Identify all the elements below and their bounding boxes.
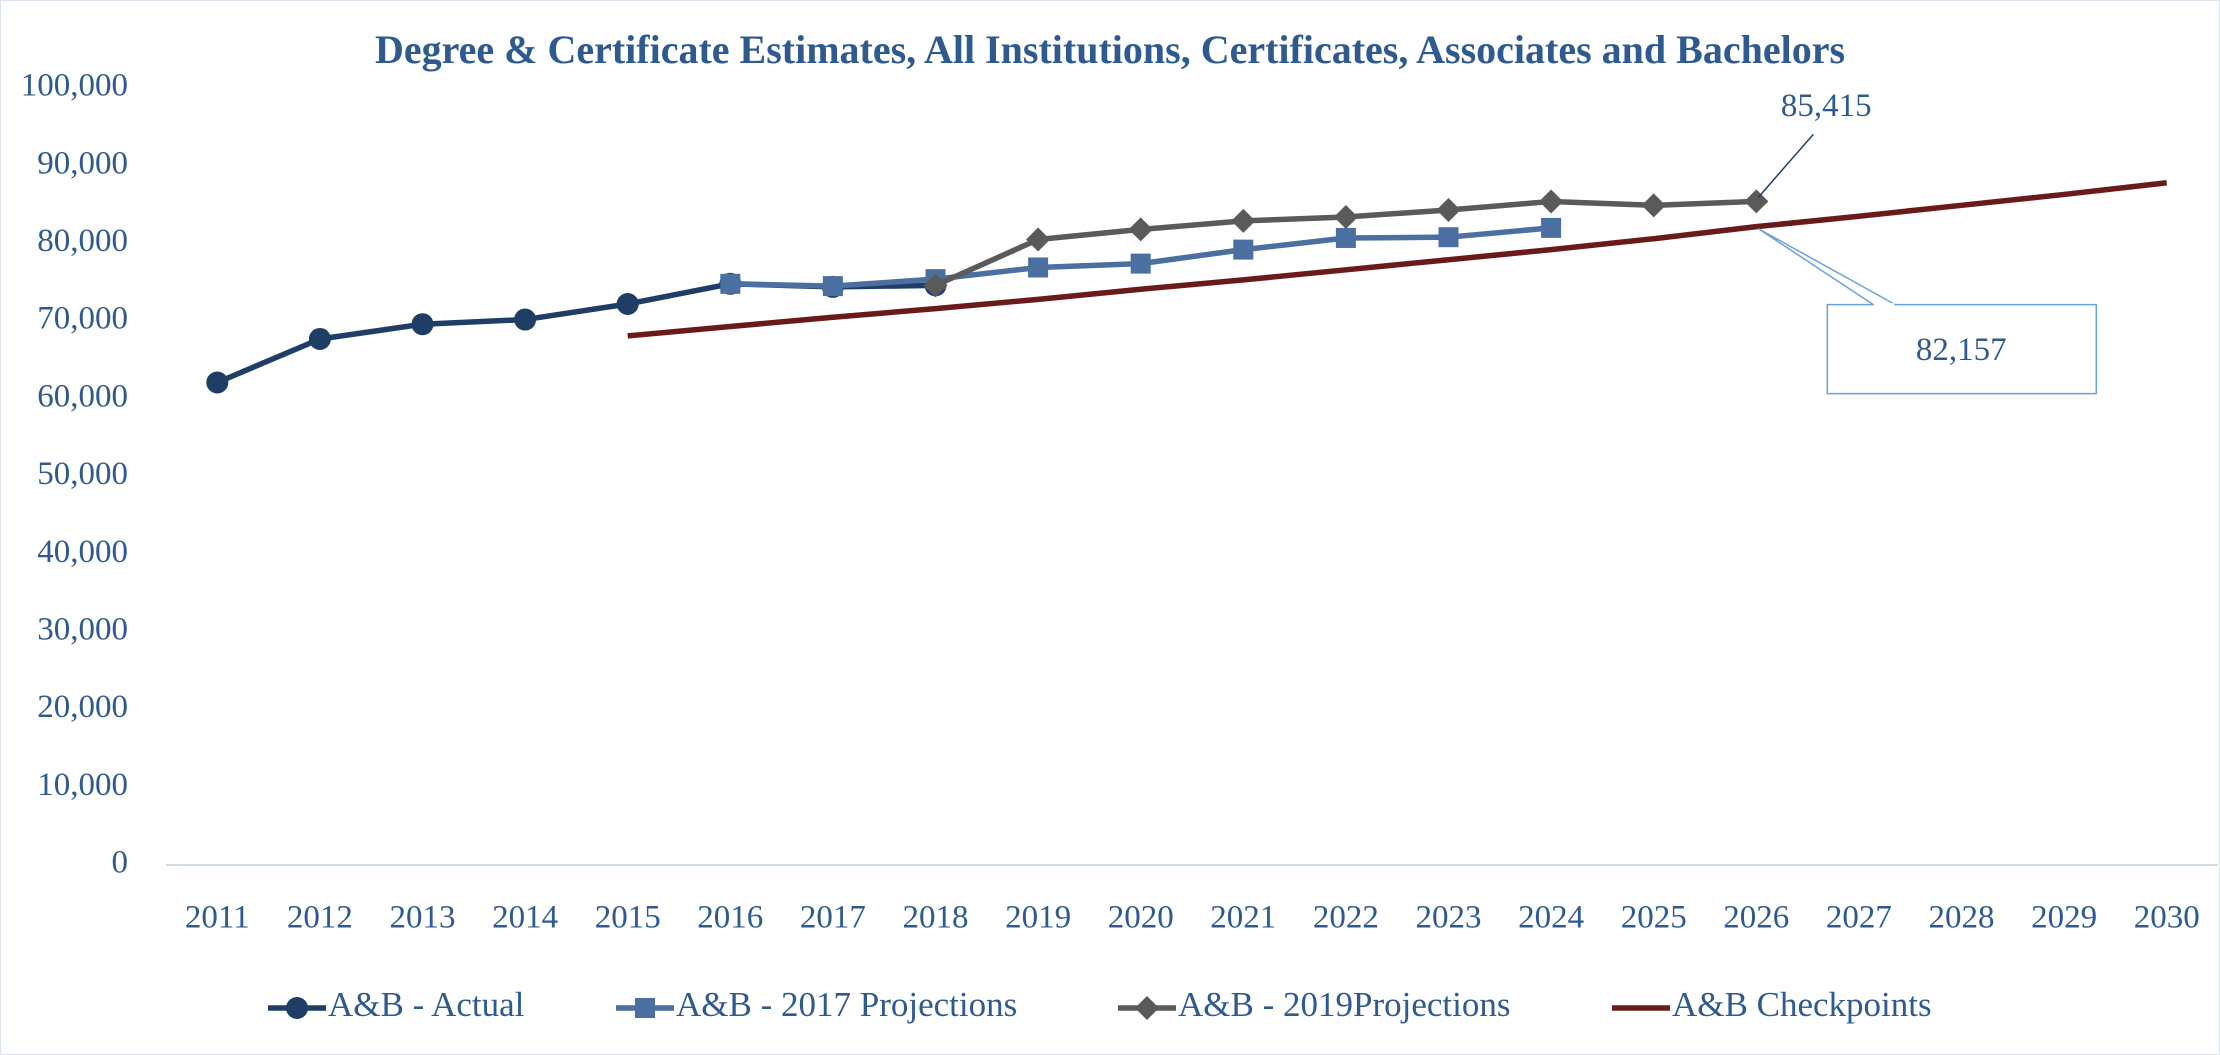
y-tick-label: 0: [112, 845, 129, 881]
x-tick-label: 2029: [2031, 900, 2097, 936]
x-tick-label: 2023: [1416, 900, 1482, 936]
x-tick-label: 2012: [287, 900, 353, 936]
legend-label: A&B - 2017 Projections: [676, 985, 1017, 1024]
y-tick-label: 20,000: [37, 689, 128, 725]
legend-label: A&B - Actual: [328, 985, 525, 1024]
x-tick-label: 2020: [1108, 900, 1174, 936]
series-line: [627, 180, 2168, 339]
x-tick-label: 2019: [1005, 900, 1071, 936]
marker: [720, 273, 741, 294]
marker: [286, 997, 308, 1019]
marker: [1744, 189, 1769, 214]
label-pointer: [1757, 227, 1896, 306]
x-tick-label: 2021: [1210, 900, 1276, 936]
marker: [1335, 227, 1356, 248]
y-tick-label: 40,000: [37, 534, 128, 570]
marker: [1438, 227, 1459, 248]
x-tick-label: 2014: [492, 900, 558, 936]
x-tick-label: 2013: [390, 900, 456, 936]
x-tick-label: 2026: [1723, 900, 1789, 936]
marker: [1233, 239, 1254, 260]
label-callout: [1826, 303, 2098, 395]
x-tick-label: 2028: [1929, 900, 1995, 936]
label-leader: [1757, 133, 1814, 198]
marker: [1128, 217, 1153, 242]
x-tick-label: 2011: [185, 900, 250, 936]
x-tick-label: 2025: [1621, 900, 1687, 936]
marker: [1539, 189, 1564, 214]
x-tick-label: 2027: [1826, 900, 1892, 936]
marker: [411, 313, 434, 336]
x-tick-label: 2017: [800, 900, 866, 936]
marker: [1135, 996, 1159, 1020]
chart-title: Degree & Certificate Estimates, All Inst…: [375, 27, 1845, 72]
marker: [1641, 193, 1666, 218]
marker: [1130, 253, 1151, 274]
y-tick-label: 100,000: [21, 68, 128, 104]
marker: [1436, 197, 1461, 222]
marker: [616, 293, 639, 316]
x-tick-label: 2016: [697, 900, 763, 936]
x-tick-label: 2024: [1518, 900, 1584, 936]
marker: [1028, 257, 1049, 278]
x-tick-label: 2018: [903, 900, 969, 936]
marker: [1231, 208, 1256, 233]
marker: [1026, 227, 1051, 252]
marker: [923, 273, 948, 298]
marker: [308, 327, 331, 350]
y-tick-label: 50,000: [37, 456, 128, 492]
y-tick-label: 80,000: [37, 223, 128, 259]
y-tick-label: 60,000: [37, 378, 128, 414]
marker: [514, 308, 537, 331]
y-tick-label: 30,000: [37, 611, 128, 647]
marker: [1541, 217, 1562, 238]
marker: [822, 276, 843, 297]
marker: [635, 998, 655, 1018]
x-tick-label: 2030: [2134, 900, 2200, 936]
data-label: 82,157: [1916, 332, 2007, 368]
legend-label: A&B - 2019Projections: [1178, 985, 1510, 1024]
y-tick-label: 10,000: [37, 767, 128, 803]
legend-label: A&B Checkpoints: [1672, 985, 1932, 1024]
y-tick-label: 70,000: [37, 301, 128, 337]
y-tick-label: 90,000: [37, 145, 128, 181]
data-label: 85,415: [1781, 88, 1872, 124]
x-tick-label: 2015: [595, 900, 661, 936]
marker: [206, 371, 229, 394]
x-tick-label: 2022: [1313, 900, 1379, 936]
marker: [1333, 204, 1358, 229]
